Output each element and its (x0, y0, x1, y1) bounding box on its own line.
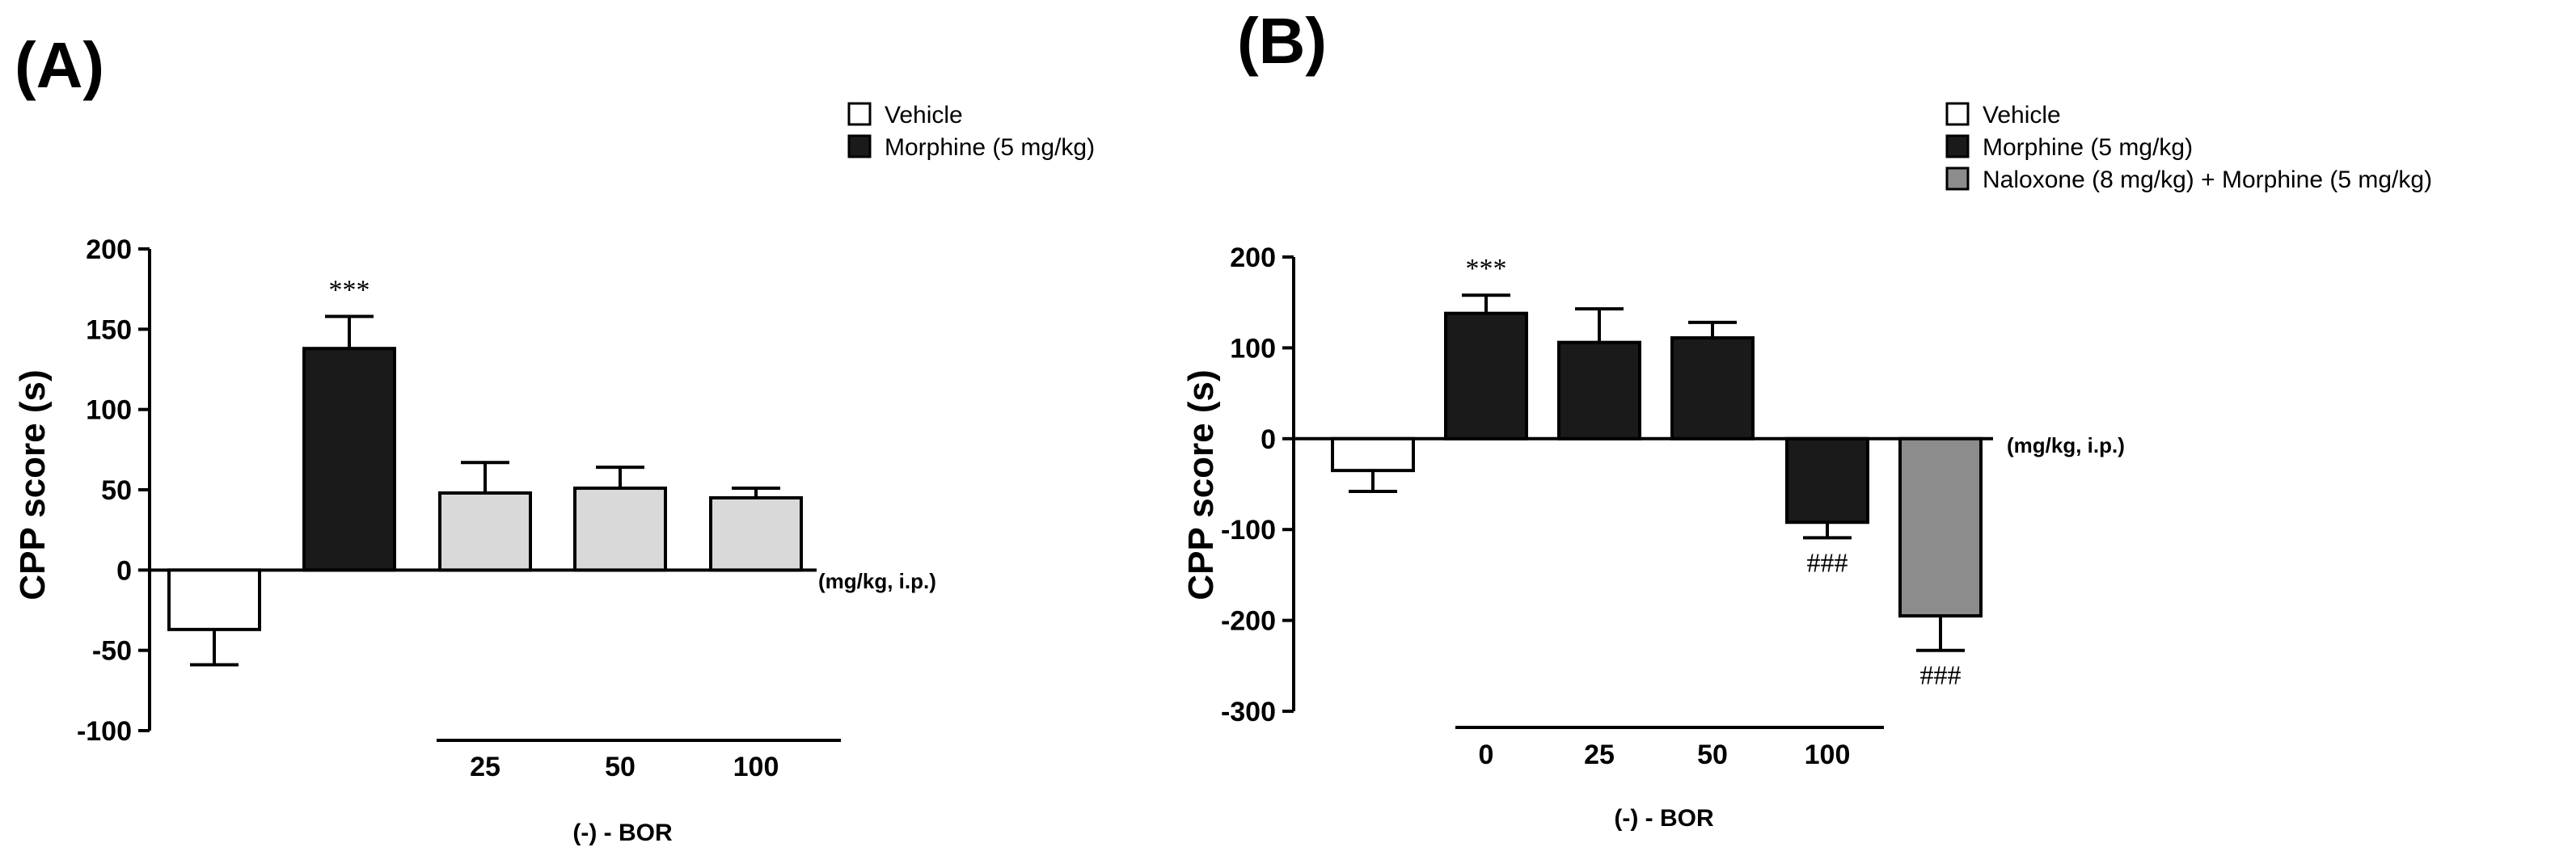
panel-a-unit-label: (mg/kg, i.p.) (818, 569, 936, 593)
panel-a-y-axis-title: CPP score (s) (13, 369, 53, 600)
panel-b-legend-label: Vehicle (1983, 102, 2061, 129)
panel-b-significance-label: ### (1807, 548, 1848, 578)
panel-b-category-label: 0 (1479, 740, 1494, 770)
panel-b-legend-label: Morphine (5 mg/kg) (1983, 134, 2193, 161)
panel-a-y-tick-label: 0 (116, 555, 132, 586)
panel-a-y-tick-label: 50 (101, 475, 132, 506)
panel-a-bar (302, 347, 396, 572)
panel-a-category-label: 50 (605, 752, 636, 782)
panel-a-bar (573, 487, 667, 572)
panel-a-category-label: 100 (733, 752, 779, 782)
panel-b-group-label: (-) - BOR (1614, 805, 1714, 832)
panel-b-bar (1898, 436, 1983, 617)
panel-a-y-tick-label: -50 (92, 636, 132, 667)
panel-a-y-tick-label: 100 (86, 395, 132, 426)
panel-a-significance-label: *** (329, 275, 370, 305)
panel-b-y-axis-title: CPP score (s) (1181, 369, 1221, 600)
panel-a-y-tick-label: -100 (77, 716, 132, 747)
panel-a-legend-swatch (847, 134, 872, 158)
panel-a: (A) CPP score (s) 200 150 100 50 0 -50 -100 **… (13, 29, 1095, 846)
panel-a-category-label: 25 (470, 752, 500, 782)
panel-a-bars: *** 25 50 100 (167, 275, 803, 782)
panel-b-bar (1331, 436, 1415, 473)
panel-a-bar (709, 495, 803, 572)
panel-a-bar (167, 568, 261, 631)
panel-a-legend: Vehicle Morphine (5 mg/kg) (847, 102, 1095, 161)
panel-b-legend-label: Naloxone (8 mg/kg) + Morphine (5 mg/kg) (1983, 166, 2432, 193)
panel-b-bars: *** 0 25 50 ### 100 ### (1331, 254, 1983, 770)
panel-a-group-label: (-) - BOR (572, 820, 673, 846)
panel-b-y-tick-label: -200 (1221, 606, 1276, 637)
panel-b-significance-label: *** (1466, 254, 1507, 284)
panel-b-significance-label: ### (1920, 661, 1962, 691)
panel-b-y-tick-label: 200 (1230, 242, 1276, 273)
panel-b-category-label: 100 (1805, 740, 1851, 770)
panel-b-y-tick-label: -300 (1221, 697, 1276, 727)
panel-b-category-label: 25 (1584, 740, 1615, 770)
panel-b-y-tick-label: 0 (1261, 424, 1276, 455)
panel-b-bar (1557, 340, 1641, 440)
panel-b-unit-label: (mg/kg, i.p.) (2007, 433, 2125, 457)
panel-a-y-tick-label: 200 (86, 234, 132, 265)
panel-a-y-tick-label: 150 (86, 314, 132, 345)
panel-a-legend-label: Morphine (5 mg/kg) (885, 134, 1095, 161)
panel-b-bar (1670, 336, 1755, 440)
panel-b-axes: 200 100 0 -100 -200 -300 (1221, 242, 1993, 727)
panel-b-y-tick-label: -100 (1221, 515, 1276, 546)
panel-b-legend-swatch (1945, 102, 1970, 126)
panel-b-legend-swatch (1945, 134, 1970, 158)
panel-b-label: (B) (1237, 5, 1327, 77)
panel-b-bar (1444, 311, 1528, 440)
panel-b-category-label: 50 (1697, 740, 1728, 770)
panel-a-axes: 200 150 100 50 0 -50 -100 (77, 234, 817, 747)
panel-a-bar (438, 491, 532, 572)
panel-a-label: (A) (15, 29, 104, 101)
panel-a-legend-label: Vehicle (885, 102, 963, 129)
panel-b: (B) CPP score (s) 200 100 0 -100 -200 -300 **… (1181, 5, 2432, 832)
panel-a-legend-swatch (847, 102, 872, 126)
panel-b-legend-swatch (1945, 166, 1970, 191)
panel-b-legend: Vehicle Morphine (5 mg/kg) Naloxone (8 mg/… (1945, 102, 2432, 193)
panel-b-bar (1785, 436, 1869, 525)
panel-b-y-tick-label: 100 (1230, 333, 1276, 364)
